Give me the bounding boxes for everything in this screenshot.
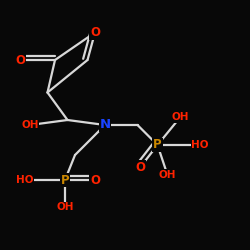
Text: O: O [135,161,145,174]
Text: OH: OH [21,120,39,130]
Text: O: O [90,174,100,186]
Text: OH: OH [171,112,189,122]
Text: O: O [90,26,100,39]
Text: HO: HO [16,175,34,185]
Text: OH: OH [159,170,176,180]
Text: OH: OH [56,202,74,212]
Text: O: O [15,54,25,66]
Text: P: P [61,174,69,186]
Text: HO: HO [191,140,209,150]
Text: N: N [100,118,110,132]
Text: P: P [153,138,162,151]
